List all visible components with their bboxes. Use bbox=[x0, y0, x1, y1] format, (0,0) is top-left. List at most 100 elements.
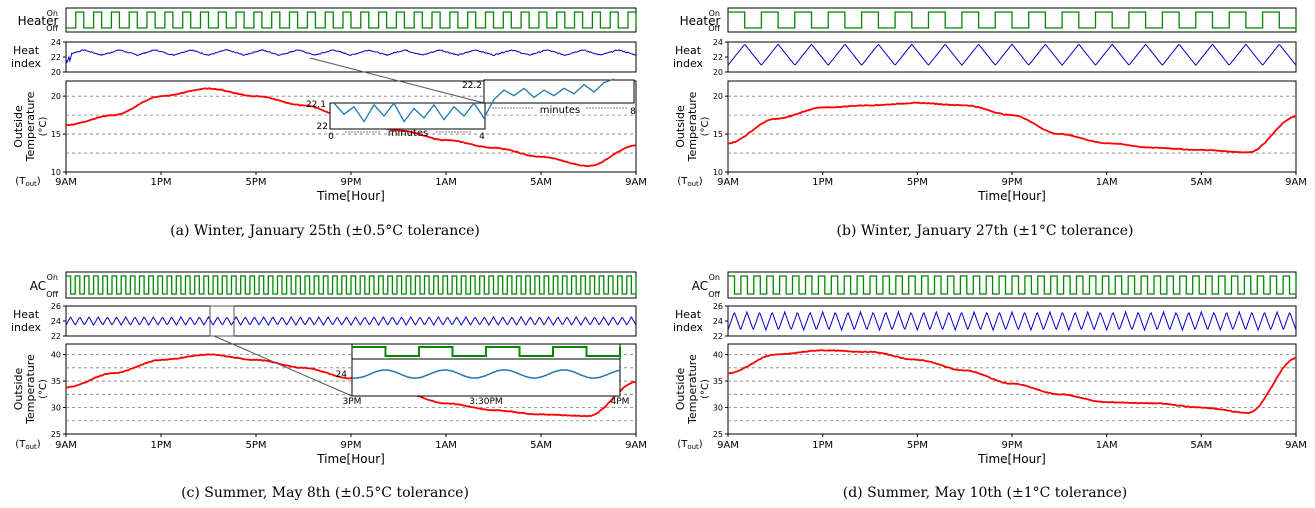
switch-label: Heater bbox=[18, 14, 59, 28]
inset-x-tick: 4PM bbox=[611, 397, 630, 407]
tout-sub: out bbox=[25, 180, 37, 188]
tout-label: (Tout) bbox=[15, 439, 40, 451]
x-tick-label: 9AM bbox=[717, 177, 739, 188]
inset-y-tick: 24 bbox=[336, 370, 348, 380]
x-axis-label: Time[Hour] bbox=[977, 452, 1046, 466]
heat-index-label: Heat bbox=[13, 308, 40, 321]
temp-y-tick-label: 20 bbox=[713, 92, 723, 101]
x-tick-label: 9AM bbox=[55, 177, 77, 188]
heat-index-label: index bbox=[673, 57, 704, 70]
heat-index-tick-label: 20 bbox=[713, 68, 723, 77]
inset-series bbox=[333, 78, 615, 123]
x-tick-label: 1AM bbox=[1096, 440, 1118, 451]
heat-index-tick-label: 26 bbox=[713, 302, 723, 311]
heat-index-tick-label: 24 bbox=[713, 317, 723, 326]
inset-x-tick: 3:30PM bbox=[469, 397, 502, 407]
heat-index-tick-label: 22 bbox=[713, 332, 723, 341]
x-tick-label: 9AM bbox=[55, 440, 77, 451]
x-tick-label: 5PM bbox=[245, 440, 266, 451]
inset-y-tick: 22.1 bbox=[306, 100, 326, 110]
temp-y-label: Temperature bbox=[24, 91, 37, 162]
heat-index-tick-label: 20 bbox=[51, 68, 61, 77]
x-axis-label: Time[Hour] bbox=[316, 452, 385, 466]
switch-label: AC bbox=[692, 279, 708, 293]
caption-c: (c) Summer, May 8th (±0.5°C tolerance) bbox=[181, 485, 469, 501]
heat-index-tick-label: 22 bbox=[51, 53, 61, 62]
temp-y-tick-label: 40 bbox=[713, 351, 723, 360]
switch-tick-on: On bbox=[709, 273, 720, 282]
temp-y-tick-label: 20 bbox=[51, 92, 61, 101]
temp-y-tick-label: 15 bbox=[713, 130, 723, 139]
x-tick-label: 5PM bbox=[907, 177, 928, 188]
temp-y-label: (°C) bbox=[38, 379, 49, 399]
x-tick-label: 1AM bbox=[435, 177, 457, 188]
x-axis-label: Time[Hour] bbox=[977, 189, 1046, 203]
temp-y-tick-label: 40 bbox=[51, 351, 61, 360]
inset-connector bbox=[309, 57, 485, 104]
heat-index-label: Heat bbox=[675, 44, 702, 57]
x-tick-label: 9PM bbox=[1001, 440, 1022, 451]
temp-y-tick-label: 30 bbox=[713, 404, 723, 413]
temp-y-tick-label: 15 bbox=[51, 130, 61, 139]
x-tick-label: 5PM bbox=[907, 440, 928, 451]
switch-signal bbox=[66, 275, 637, 295]
switch-signal bbox=[728, 275, 1297, 295]
temperature-series bbox=[727, 101, 1297, 154]
tout-sub: out bbox=[687, 180, 699, 188]
switch-tick-on: On bbox=[47, 9, 58, 18]
temp-y-label: (°C) bbox=[700, 379, 711, 399]
heat-index-series bbox=[65, 48, 637, 64]
x-tick-label: 5PM bbox=[245, 177, 266, 188]
x-tick-label: 9AM bbox=[1285, 440, 1307, 451]
x-tick-label: 9PM bbox=[340, 177, 361, 188]
heat-index-label: index bbox=[673, 321, 704, 334]
tout-close: ) bbox=[37, 176, 41, 187]
inset-x-tick: 0 bbox=[328, 132, 334, 142]
zoom-box bbox=[209, 305, 235, 337]
temp-y-label: Outside bbox=[12, 105, 25, 148]
caption-d: (d) Summer, May 10th (±1°C tolerance) bbox=[842, 485, 1128, 501]
temp-y-label: Temperature bbox=[686, 354, 699, 425]
switch-tick-off: Off bbox=[46, 24, 58, 33]
temp-y-label: Outside bbox=[674, 105, 687, 148]
switch-label: Heater bbox=[680, 14, 721, 28]
temp-y-tick-label: 25 bbox=[51, 430, 61, 439]
x-tick-label: 1PM bbox=[150, 440, 171, 451]
switch-tick-off: Off bbox=[46, 290, 58, 299]
x-tick-label: 1PM bbox=[150, 177, 171, 188]
temp-y-tick-label: 10 bbox=[713, 168, 723, 177]
inset-x-label: minutes bbox=[388, 128, 428, 139]
temp-y-label: (°C) bbox=[700, 117, 711, 137]
tout-close: ) bbox=[699, 439, 703, 450]
x-tick-label: 9AM bbox=[1285, 177, 1307, 188]
x-tick-label: 1PM bbox=[812, 177, 833, 188]
heat-index-tick-label: 22 bbox=[713, 53, 723, 62]
heat-index-series bbox=[65, 315, 637, 327]
caption-b: (b) Winter, January 27th (±1°C tolerance… bbox=[836, 223, 1134, 239]
temp-y-tick-label: 30 bbox=[51, 404, 61, 413]
temp-y-tick-label: 25 bbox=[713, 430, 723, 439]
x-tick-label: 5AM bbox=[1190, 177, 1212, 188]
inset-x-tick: 3PM bbox=[343, 397, 362, 407]
temp-y-label: Temperature bbox=[24, 354, 37, 425]
heat-index-tick-label: 22 bbox=[51, 332, 61, 341]
heat-index-tick-label: 24 bbox=[51, 38, 61, 47]
x-tick-label: 9AM bbox=[625, 177, 647, 188]
x-axis-label: Time[Hour] bbox=[316, 189, 385, 203]
switch-tick-on: On bbox=[709, 9, 720, 18]
heat-index-tick-label: 24 bbox=[713, 38, 723, 47]
x-tick-label: 5AM bbox=[530, 177, 552, 188]
temp-y-label: Outside bbox=[674, 368, 687, 411]
switch-label: AC bbox=[30, 279, 46, 293]
inset-switch bbox=[352, 346, 621, 357]
tout-close: ) bbox=[699, 176, 703, 187]
tout-sub: out bbox=[687, 443, 699, 451]
caption-a: (a) Winter, January 25th (±0.5°C toleran… bbox=[170, 223, 480, 239]
tout-label: (Tout) bbox=[15, 176, 40, 188]
inset-y-tick: 22 bbox=[317, 122, 328, 132]
